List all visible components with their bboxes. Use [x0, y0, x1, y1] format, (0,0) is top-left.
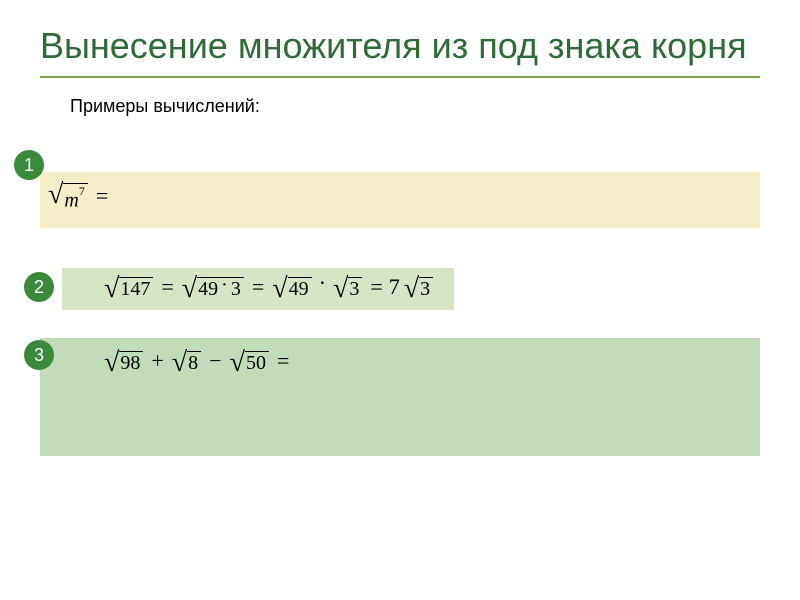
- expression-2: √147 = √49·3 = √49 · √3 = 7 √3: [62, 268, 454, 300]
- minus-sign: −: [209, 348, 221, 374]
- equals-sign: =: [277, 348, 289, 374]
- equals-sign: =: [161, 274, 173, 300]
- expression-1: √ m7 =: [40, 172, 760, 211]
- radicand-base: m: [64, 190, 78, 212]
- equals-sign: =: [252, 274, 264, 300]
- example-box-2: √147 = √49·3 = √49 · √3 = 7 √3: [62, 268, 454, 310]
- example-box-1: √ m7 =: [40, 172, 760, 228]
- badge-3: 3: [24, 340, 54, 370]
- badge-2: 2: [24, 272, 54, 302]
- radical-icon: √147: [104, 276, 153, 299]
- examples-label: Примеры вычислений:: [70, 96, 760, 117]
- radical-icon: √49: [272, 276, 311, 299]
- example-box-3: √98 + √8 − √50 =: [40, 338, 760, 456]
- radicand-exponent: 7: [79, 184, 85, 198]
- badge-3-label: 3: [34, 345, 44, 366]
- badge-2-label: 2: [34, 277, 44, 298]
- radical-icon: √98: [104, 350, 143, 373]
- radical-icon: √50: [230, 350, 269, 373]
- radical-icon: √49·3: [182, 276, 244, 299]
- title-block: Вынесение множителя из под знака корня: [40, 25, 760, 78]
- dot-operator: ·: [319, 270, 326, 296]
- radical-icon: √3: [404, 276, 433, 299]
- radical-icon: √ m7: [48, 182, 88, 211]
- equals-sign: =: [96, 183, 108, 209]
- coefficient: 7: [389, 274, 400, 300]
- radical-icon: √3: [333, 276, 362, 299]
- expression-3: √98 + √8 − √50 =: [40, 338, 760, 374]
- radical-icon: √8: [172, 350, 201, 373]
- slide: Вынесение множителя из под знака корня П…: [0, 0, 800, 600]
- slide-title: Вынесение множителя из под знака корня: [40, 25, 760, 66]
- badge-1: 1: [14, 150, 44, 180]
- plus-sign: +: [151, 348, 163, 374]
- badge-1-label: 1: [24, 155, 34, 176]
- equals-sign: =: [370, 274, 382, 300]
